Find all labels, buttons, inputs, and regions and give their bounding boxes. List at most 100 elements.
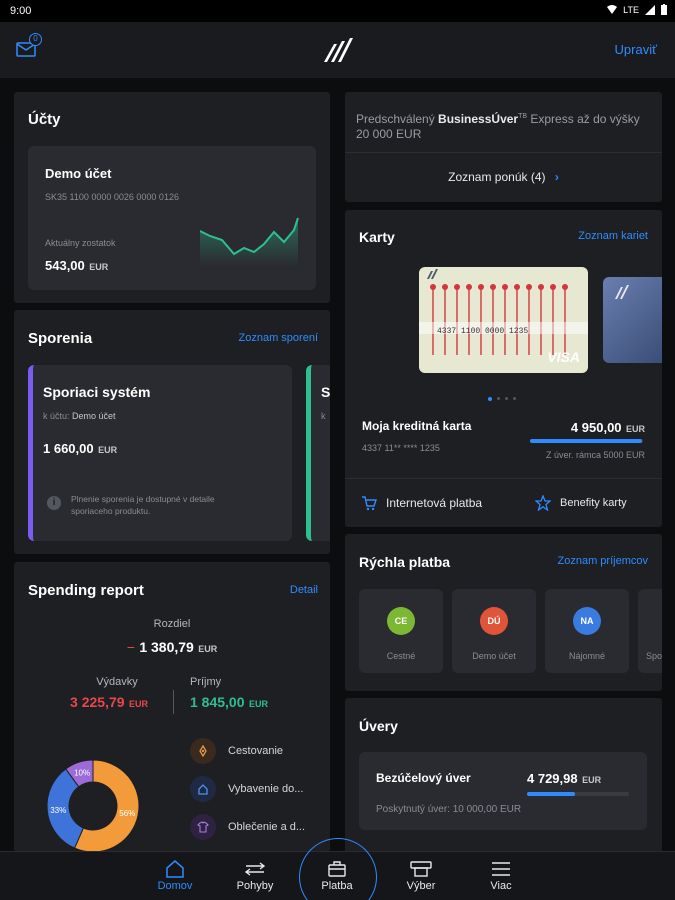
nav-movements-label: Pohyby — [236, 880, 274, 892]
savings-account-prefix: k účtu: — [43, 411, 73, 421]
nav-home-label: Domov — [157, 880, 193, 892]
savings-title: Sporenia — [28, 330, 93, 347]
quick-payment-title: Rýchla platba — [359, 554, 451, 570]
loan-tile[interactable]: Bezúčelový úver 4 729,98 EUR Poskytnutý … — [359, 752, 647, 830]
card-benefits-label: Benefity karty — [560, 497, 627, 509]
payee-label: Spo — [646, 651, 662, 661]
nav-more[interactable]: Viac — [466, 858, 536, 892]
loan-currency: EUR — [582, 775, 602, 785]
card-limit-text: Z úver. rámca 5000 EUR — [545, 450, 645, 460]
payee-tile[interactable]: DÚ Demo účet — [452, 589, 536, 673]
offer-card: Predschválený BusinessÚverTB Express až … — [345, 92, 662, 202]
payee-tile[interactable]: NA Nájomné — [545, 589, 629, 673]
account-tile[interactable]: Demo účet SK35 1100 0000 0026 0000 0126 … — [28, 146, 316, 290]
info-icon: i — [47, 496, 61, 510]
payees-list-link[interactable]: Zoznam príjemcov — [557, 555, 648, 567]
spending-donut-chart[interactable]: 56% 33% 10% — [44, 757, 142, 852]
loan-amount: 4 729,98 — [527, 771, 578, 786]
card-limit-bar — [530, 439, 643, 443]
nav-more-label: Viac — [490, 880, 512, 892]
account-name: Demo účet — [45, 166, 112, 181]
home-icon — [190, 776, 216, 802]
expenses-value: 3 225,79 — [70, 694, 125, 710]
compass-icon — [190, 738, 216, 764]
card-name: Moja kreditná karta — [362, 419, 472, 433]
savings-list-link[interactable]: Zoznam sporení — [238, 332, 318, 344]
edit-button[interactable]: Upraviť — [614, 42, 657, 57]
bottom-navigation: Domov Pohyby Platba Výber Viac — [0, 851, 675, 900]
category-label: Vybavenie do... — [228, 783, 304, 795]
payee-label: Demo účet — [472, 651, 516, 661]
savings-amount: 1 660,00 — [43, 441, 94, 456]
difference-value: 1 380,79 — [139, 639, 194, 655]
offers-list-button[interactable]: Zoznam ponúk (4) › — [345, 170, 662, 184]
savings-tile-next[interactable]: S k — [306, 365, 330, 541]
divider — [173, 690, 174, 714]
payee-tile[interactable]: CE Cestné — [359, 589, 443, 673]
donut-slice-label: 10% — [74, 769, 90, 778]
card-number: 4337 11** **** 1235 — [362, 443, 440, 453]
income-label: Príjmy — [190, 676, 222, 688]
category-item[interactable]: Oblečenie a d... — [190, 814, 330, 840]
chevron-right-icon: › — [554, 170, 559, 184]
messages-button[interactable]: 0 — [16, 33, 42, 63]
network-label: LTE — [623, 4, 639, 15]
savings-currency: EUR — [98, 445, 118, 455]
account-balance: 543,00 — [45, 258, 85, 273]
envelope-icon — [16, 42, 36, 57]
spending-title: Spending report — [28, 582, 144, 599]
nav-withdrawal[interactable]: Výber — [386, 858, 456, 892]
cards-card: Karty Zoznam kariet 4337 1100 0000 1235 … — [345, 210, 662, 527]
card-amount: 4 950,00 — [570, 420, 622, 435]
card-number-preview: 4337 1100 0000 1235 — [437, 327, 529, 336]
category-item[interactable]: Vybavenie do... — [190, 776, 330, 802]
card-benefits-button[interactable]: Benefity karty — [535, 495, 627, 511]
savings-account: Demo účet — [72, 411, 116, 421]
payee-label: Cestné — [386, 651, 416, 661]
cards-list-link[interactable]: Zoznam kariet — [578, 230, 648, 242]
payee-avatar: NA — [573, 607, 601, 635]
difference-currency: EUR — [198, 644, 218, 654]
credit-card-next[interactable] — [603, 277, 662, 363]
signal-icon — [645, 4, 655, 15]
quick-payment-card: Rýchla platba Zoznam príjemcov CE Cestné… — [345, 534, 662, 691]
status-time: 9:00 — [10, 5, 32, 17]
credit-card-image[interactable]: 4337 1100 0000 1235 VISA — [419, 267, 588, 373]
balance-sparkline — [200, 217, 299, 266]
nav-movements[interactable]: Pohyby — [220, 858, 290, 892]
nav-payment-label: Platba — [321, 880, 353, 892]
savings-next-initial: S — [321, 384, 330, 400]
internet-payment-button[interactable]: Internetová platba — [361, 495, 482, 511]
loans-title: Úvery — [359, 718, 398, 734]
loan-provided: Poskytnutý úver: 10 000,00 EUR — [376, 804, 522, 815]
nav-home[interactable]: Domov — [140, 858, 210, 892]
balance-currency: EUR — [89, 262, 109, 272]
payee-avatar: CE — [387, 607, 415, 635]
spending-card: Spending report Detail Rozdiel − 1 380,7… — [14, 562, 330, 852]
category-item[interactable]: Cestovanie — [190, 738, 330, 764]
nav-payment[interactable]: Platba — [302, 858, 372, 892]
expenses-label: Výdavky — [96, 676, 138, 688]
category-list: Cestovanie Vybavenie do... Oblečenie a d… — [190, 738, 330, 840]
wifi-icon — [607, 5, 618, 14]
donut-slice[interactable] — [46, 768, 85, 849]
loan-name: Bezúčelový úver — [376, 771, 471, 785]
cart-icon — [362, 496, 377, 511]
payee-tile-partial[interactable]: Spo — [638, 589, 662, 673]
shirt-icon — [190, 814, 216, 840]
savings-tile[interactable]: Sporiaci systém k účtu: Demo účet 1 660,… — [28, 365, 292, 541]
donut-slice[interactable] — [65, 759, 94, 788]
savings-card: Sporenia Zoznam sporení Sporiaci systém … — [14, 310, 330, 554]
transfer-arrows-icon — [244, 862, 266, 876]
loans-card: Úvery Bezúčelový úver 4 729,98 EUR Posky… — [345, 698, 662, 858]
offers-list-label: Zoznam ponúk (4) — [448, 170, 546, 184]
cards-title: Karty — [359, 229, 395, 245]
payee-label: Nájomné — [568, 651, 606, 661]
spending-detail-link[interactable]: Detail — [289, 584, 318, 596]
expenses-currency: EUR — [128, 699, 148, 709]
accounts-card: Účty Demo účet SK35 1100 0000 0026 0000 … — [14, 92, 330, 303]
accounts-title: Účty — [28, 111, 61, 128]
donut-slice-label: 56% — [119, 809, 135, 818]
card-logo-icon — [615, 285, 629, 299]
category-label: Cestovanie — [228, 745, 284, 757]
